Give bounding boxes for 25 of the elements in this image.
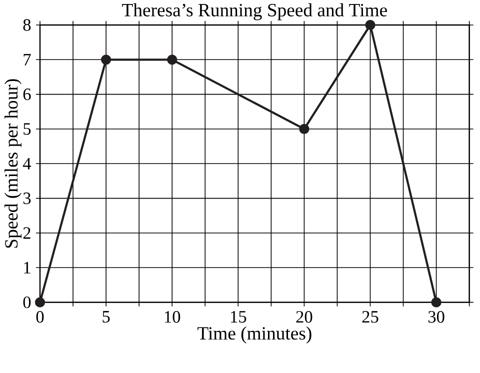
y-tick-label: 6 [23,88,31,100]
x-tick-label: 20 [296,311,312,323]
point [299,124,310,134]
y-tick-label: 1 [24,262,30,274]
point [34,297,46,308]
x-tick-label: 15 [231,311,246,323]
chart-title: Theresa’s Running Speed and Time [122,3,387,20]
point [100,54,112,65]
y-tick-label: 8 [23,19,31,31]
x-tick-label: 5 [102,311,110,323]
point [365,20,376,30]
x-tick-label: 30 [428,311,444,323]
point [167,54,178,65]
y-tick-label: 4 [22,158,32,170]
x-tick-label: 10 [164,311,180,323]
y-tick-label: 2 [23,227,30,239]
y-axis-title: Speed (miles per hour) [4,79,22,248]
y-tick-label: 3 [23,192,31,204]
y-tick-label: 5 [24,123,31,135]
x-tick-label: 25 [362,311,378,323]
y-tick-label: 0 [23,296,31,308]
x-axis-title: Time (minutes) [198,326,312,344]
point [431,297,442,308]
y-tick-label: 7 [24,54,31,66]
x-tick-label: 0 [36,311,44,323]
